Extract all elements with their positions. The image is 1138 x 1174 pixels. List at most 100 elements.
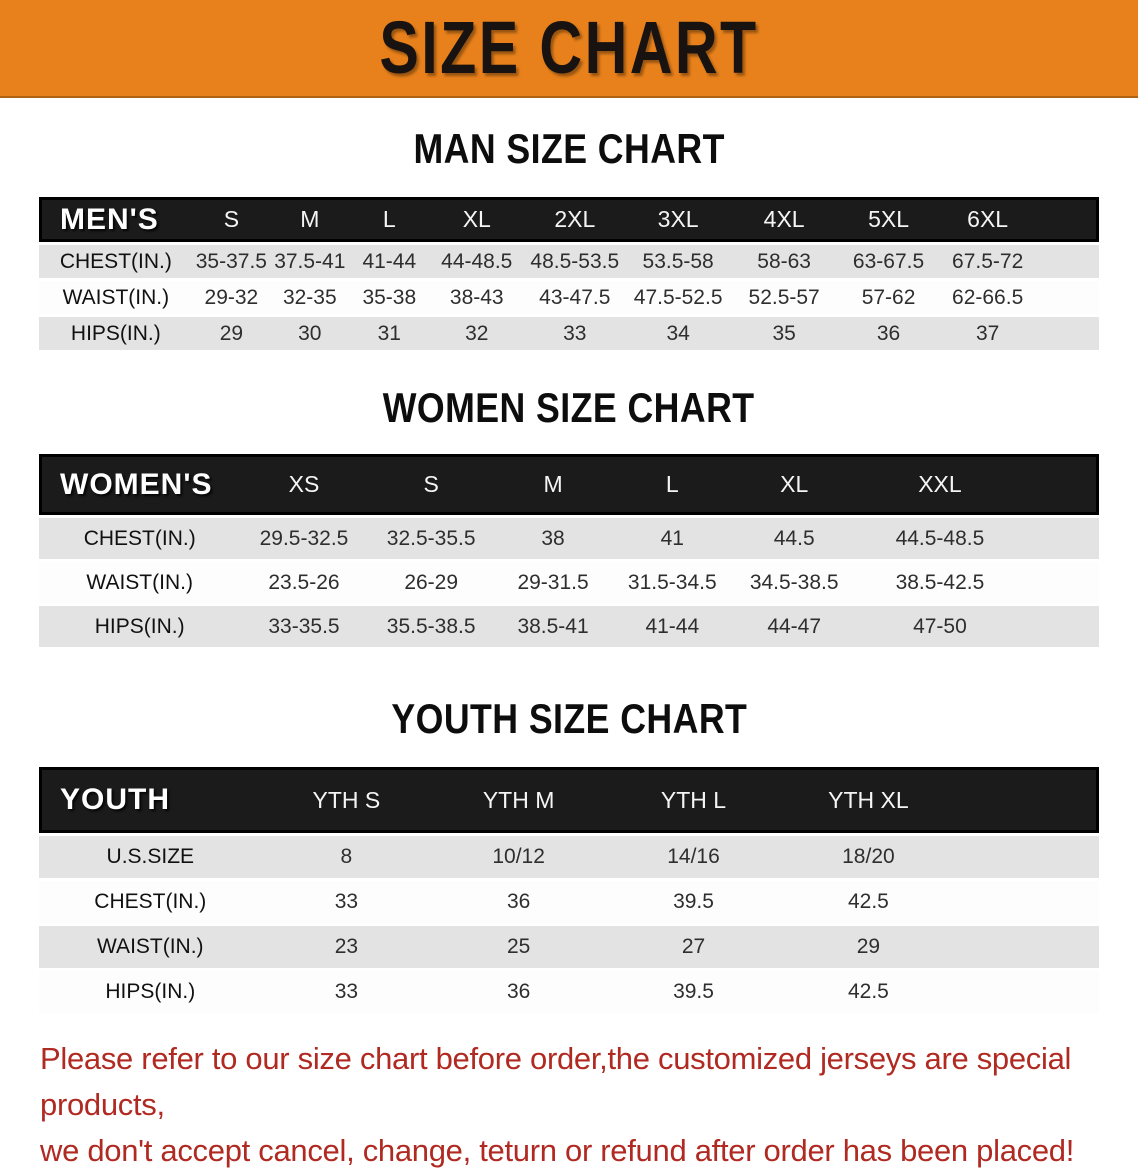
- cell: 44.5: [733, 518, 856, 559]
- column-header: XXL: [855, 454, 1025, 515]
- cell: 53.5-58: [625, 245, 732, 278]
- cell: 32-35: [270, 281, 350, 314]
- banner-title: SIZE CHART: [379, 6, 759, 89]
- cell: 33: [524, 317, 626, 350]
- man-section-heading-text: MAN SIZE CHART: [413, 125, 725, 172]
- cell: 26-29: [367, 562, 495, 603]
- mens-group-label: MEN'S: [39, 197, 193, 242]
- header-filler: [1035, 197, 1099, 242]
- cell: 23.5-26: [240, 562, 368, 603]
- cell: 25: [431, 926, 607, 968]
- header-filler: [1024, 454, 1099, 515]
- row-label: WAIST(IN.): [39, 281, 193, 314]
- column-header: YTH L: [606, 767, 781, 833]
- cell: 29: [192, 317, 271, 350]
- table-row: HIPS(IN.) 29 30 31 32 33 34 35 36 37: [39, 317, 1099, 350]
- cell: 41-44: [349, 245, 430, 278]
- mens-size-table: MEN'S S M L XL 2XL 3XL 4XL 5XL 6XL CHEST…: [39, 194, 1099, 353]
- cell: 35-37.5: [192, 245, 271, 278]
- youth-header-row: YOUTH YTH S YTH M YTH L YTH XL: [39, 767, 1099, 833]
- header-filler: [955, 767, 1099, 833]
- cell: 31: [349, 317, 430, 350]
- cell-filler: [1024, 606, 1099, 647]
- cell: 35.5-38.5: [367, 606, 495, 647]
- womens-group-label: WOMEN'S: [39, 454, 241, 515]
- row-label: HIPS(IN.): [39, 971, 262, 1013]
- cell-filler: [1035, 281, 1099, 314]
- cell: 29-32: [192, 281, 271, 314]
- cell: 18/20: [780, 836, 956, 878]
- cell: 34: [625, 317, 732, 350]
- cell-filler: [955, 926, 1099, 968]
- cell: 33: [261, 881, 432, 923]
- cell: 36: [837, 317, 940, 350]
- column-header: XL: [429, 197, 525, 242]
- cell: 32: [429, 317, 525, 350]
- cell: 33-35.5: [240, 606, 368, 647]
- cell: 38.5-42.5: [855, 562, 1025, 603]
- cell-filler: [1024, 562, 1099, 603]
- cell: 37.5-41: [270, 245, 350, 278]
- table-row: CHEST(IN.) 29.5-32.5 32.5-35.5 38 41 44.…: [39, 518, 1099, 559]
- row-label: HIPS(IN.): [39, 317, 193, 350]
- cell: 32.5-35.5: [367, 518, 495, 559]
- row-label: CHEST(IN.): [39, 881, 262, 923]
- cell: 8: [261, 836, 432, 878]
- column-header: 5XL: [837, 197, 940, 242]
- cell-filler: [1035, 245, 1099, 278]
- column-header: L: [611, 454, 734, 515]
- column-header: 6XL: [939, 197, 1036, 242]
- column-header: M: [270, 197, 350, 242]
- column-header: YTH XL: [780, 767, 956, 833]
- table-row: U.S.SIZE 8 10/12 14/16 18/20: [39, 836, 1099, 878]
- cell: 29-31.5: [494, 562, 612, 603]
- cell: 38: [494, 518, 612, 559]
- column-header: L: [349, 197, 430, 242]
- youth-size-table: YOUTH YTH S YTH M YTH L YTH XL U.S.SIZE …: [39, 764, 1099, 1016]
- cell-filler: [955, 971, 1099, 1013]
- cell: 62-66.5: [939, 281, 1036, 314]
- table-row: CHEST(IN.) 35-37.5 37.5-41 41-44 44-48.5…: [39, 245, 1099, 278]
- cell: 14/16: [606, 836, 781, 878]
- column-header: XL: [733, 454, 856, 515]
- cell-filler: [955, 836, 1099, 878]
- man-section-heading: MAN SIZE CHART: [0, 124, 1138, 174]
- cell: 58-63: [731, 245, 838, 278]
- youth-group-label: YOUTH: [39, 767, 262, 833]
- cell: 35-38: [349, 281, 430, 314]
- row-label: CHEST(IN.): [39, 518, 241, 559]
- disclaimer-text: Please refer to our size chart before or…: [40, 1036, 1138, 1174]
- cell: 35: [731, 317, 838, 350]
- column-header: 3XL: [625, 197, 732, 242]
- cell: 29: [780, 926, 956, 968]
- cell: 44.5-48.5: [855, 518, 1025, 559]
- mens-header-row: MEN'S S M L XL 2XL 3XL 4XL 5XL 6XL: [39, 197, 1099, 242]
- table-row: CHEST(IN.) 33 36 39.5 42.5: [39, 881, 1099, 923]
- table-row: WAIST(IN.) 23.5-26 26-29 29-31.5 31.5-34…: [39, 562, 1099, 603]
- cell: 48.5-53.5: [524, 245, 626, 278]
- cell: 42.5: [780, 971, 956, 1013]
- disclaimer-line-1: Please refer to our size chart before or…: [40, 1041, 1072, 1122]
- cell: 39.5: [606, 881, 781, 923]
- table-row: HIPS(IN.) 33-35.5 35.5-38.5 38.5-41 41-4…: [39, 606, 1099, 647]
- column-header: 4XL: [731, 197, 838, 242]
- column-header: YTH M: [431, 767, 607, 833]
- column-header: YTH S: [261, 767, 432, 833]
- cell: 63-67.5: [837, 245, 940, 278]
- women-section-heading-text: WOMEN SIZE CHART: [383, 384, 755, 431]
- cell: 57-62: [837, 281, 940, 314]
- row-label: WAIST(IN.): [39, 562, 241, 603]
- cell: 27: [606, 926, 781, 968]
- column-header: XS: [240, 454, 368, 515]
- womens-header-row: WOMEN'S XS S M L XL XXL: [39, 454, 1099, 515]
- row-label: CHEST(IN.): [39, 245, 193, 278]
- cell: 47.5-52.5: [625, 281, 732, 314]
- row-label: HIPS(IN.): [39, 606, 241, 647]
- cell: 36: [431, 971, 607, 1013]
- cell: 29.5-32.5: [240, 518, 368, 559]
- cell: 67.5-72: [939, 245, 1036, 278]
- youth-section-heading-text: YOUTH SIZE CHART: [391, 695, 747, 742]
- row-label: U.S.SIZE: [39, 836, 262, 878]
- cell: 36: [431, 881, 607, 923]
- cell: 47-50: [855, 606, 1025, 647]
